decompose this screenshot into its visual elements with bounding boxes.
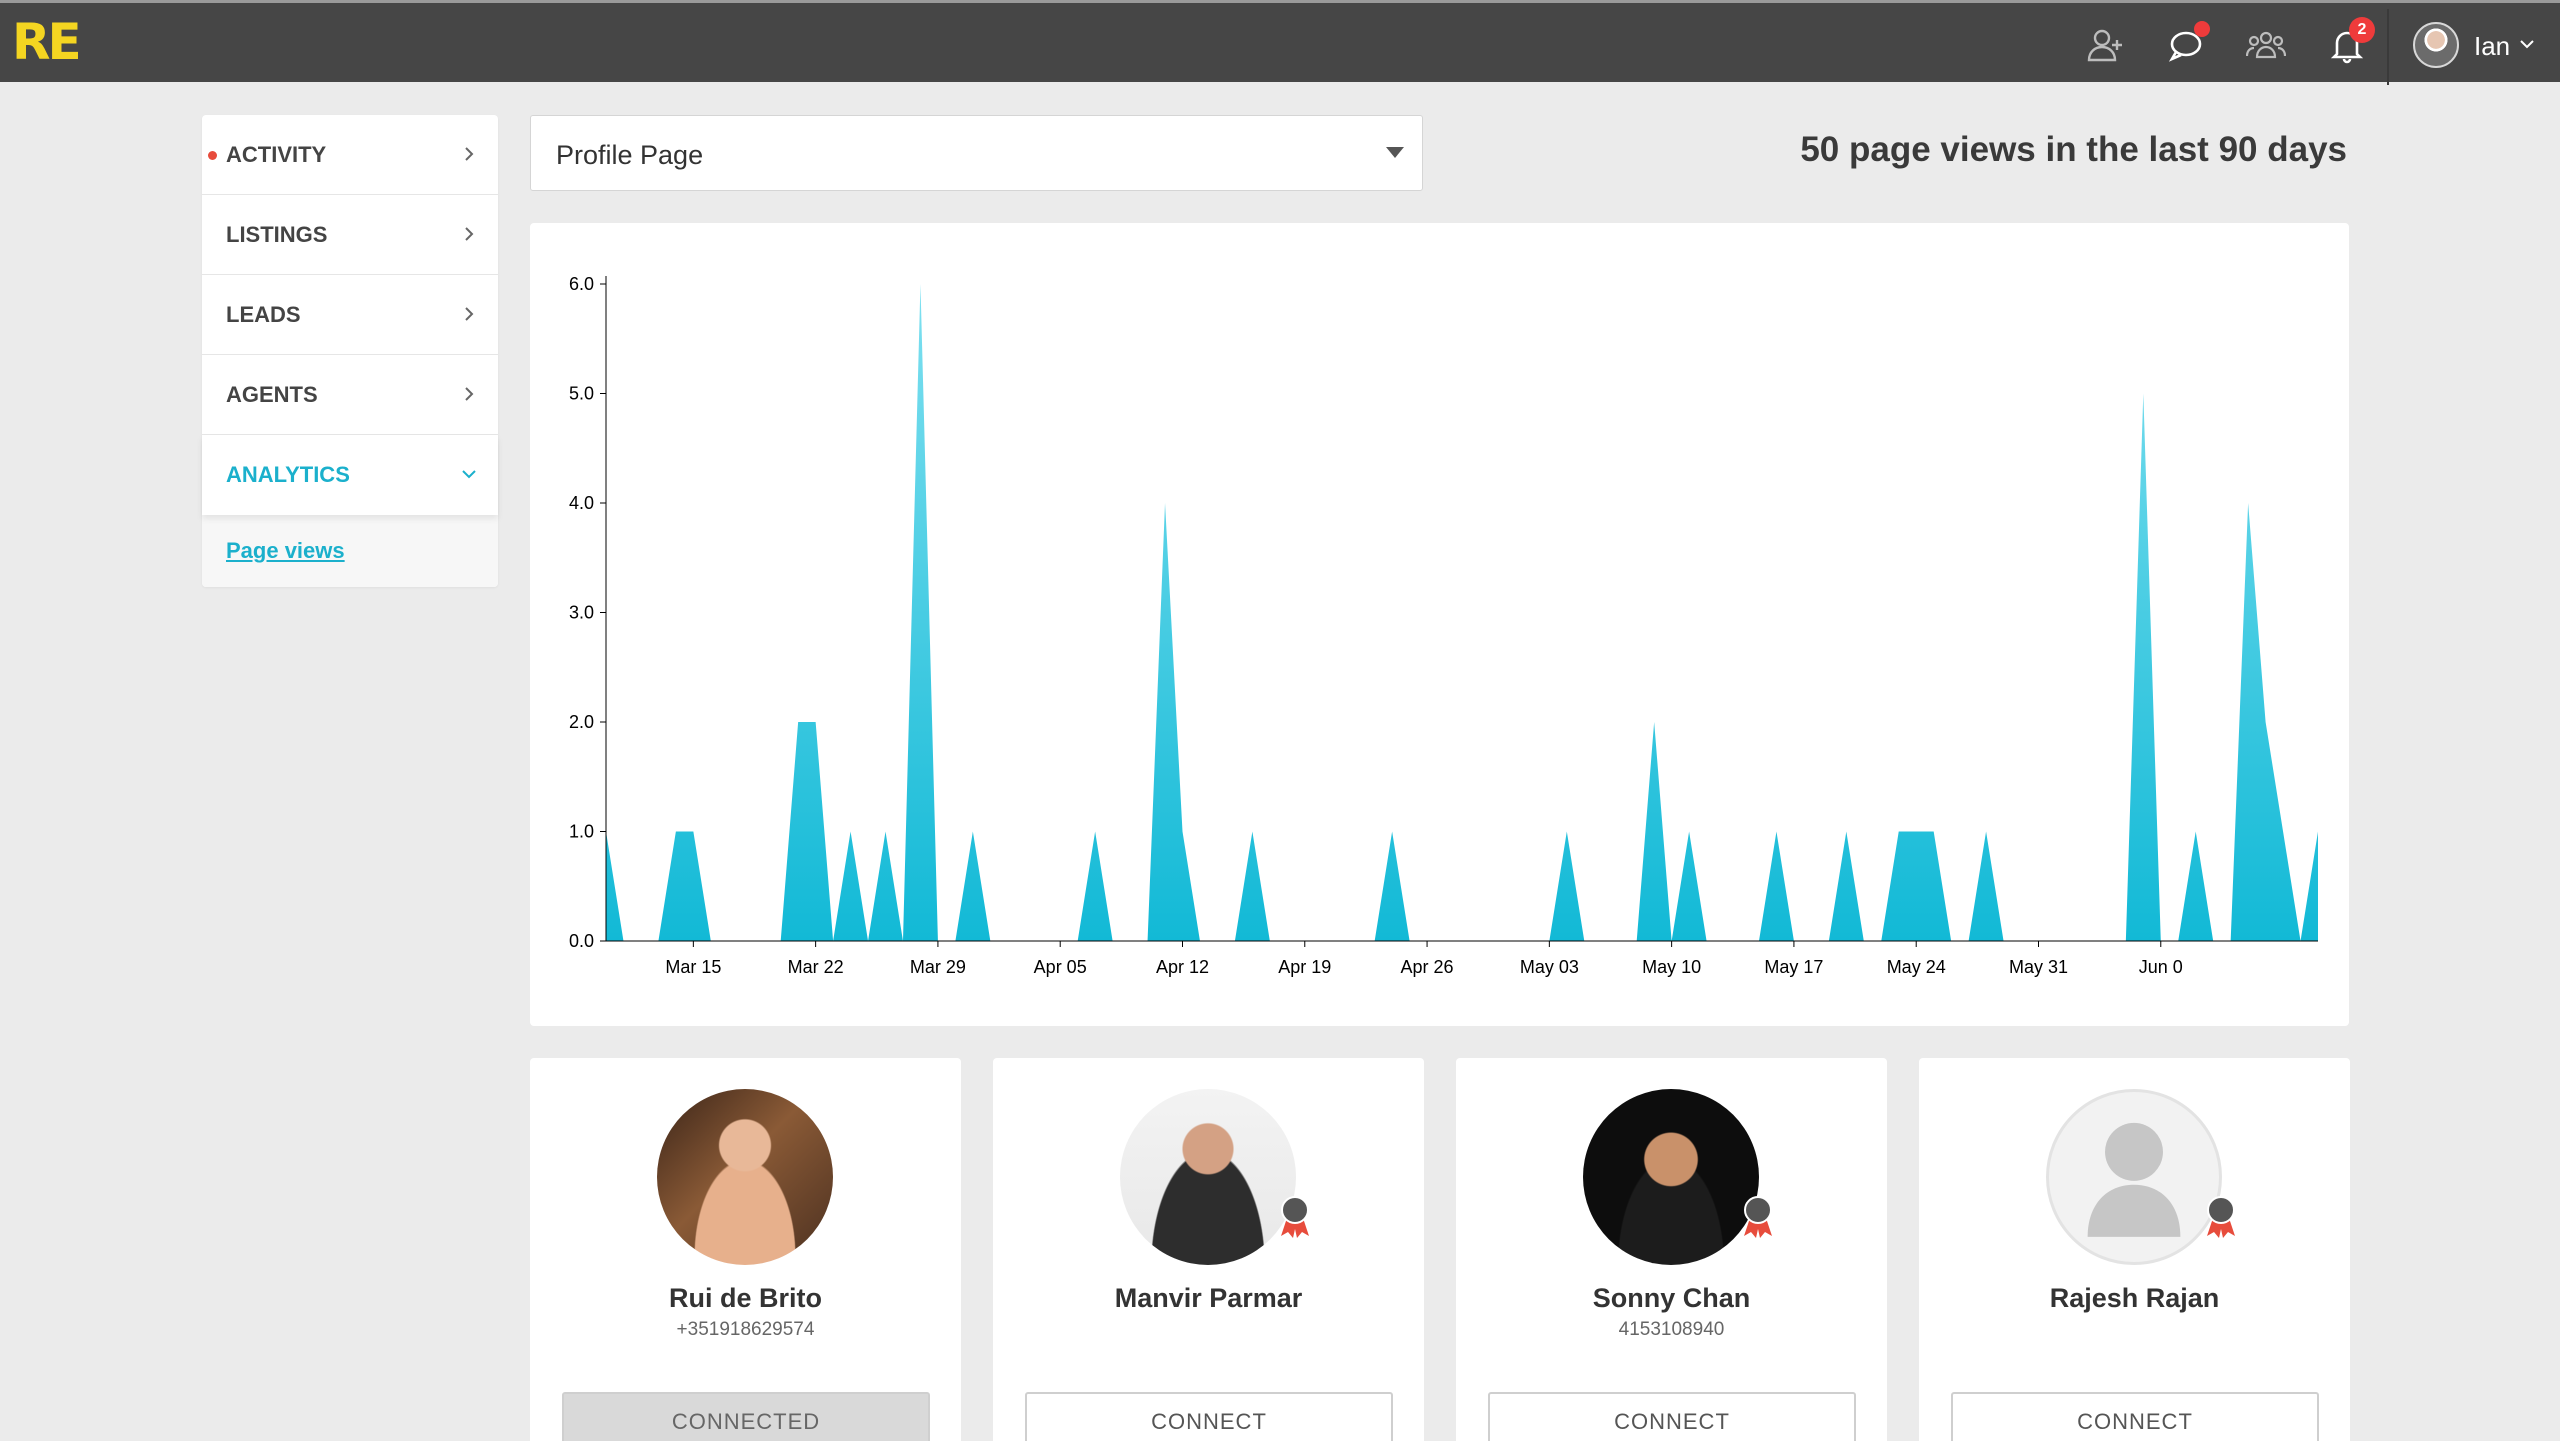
agent-photo [657,1089,833,1265]
x-tick-label: Jun 0 [2139,957,2183,977]
sidebar-item-listings[interactable]: LISTINGS [202,195,498,275]
sidebar-item-label: ACTIVITY [226,141,327,167]
x-tick-label: Apr 19 [1278,957,1331,977]
y-tick-label: 4.0 [569,493,594,513]
topbar-divider [2387,9,2389,85]
agent-name: Manvir Parmar [1114,1283,1303,1313]
y-tick-label: 1.0 [569,822,594,842]
agent-card: Rui de Brito +351918629574 CONNECTED [530,1058,961,1441]
connect-button[interactable]: CONNECT [1488,1392,1856,1441]
user-name[interactable]: Ian [2474,31,2511,61]
sidebar-item-leads[interactable]: LEADS [202,275,498,355]
award-badge-icon [1744,1196,1772,1238]
agent-card: Manvir Parmar CONNECT [993,1058,1424,1441]
chat-unread-dot [2194,21,2210,37]
x-tick-label: Mar 22 [788,957,844,977]
agent-photo-placeholder [2046,1089,2222,1265]
award-badge-icon [2207,1196,2235,1238]
connect-button[interactable]: CONNECT [1025,1392,1393,1441]
y-tick-label: 6.0 [569,274,594,294]
x-tick-label: Apr 26 [1401,957,1454,977]
user-avatar[interactable] [2413,22,2459,68]
chat-icon[interactable] [2164,21,2210,67]
agent-phone: 4153108940 [1618,1319,1725,1340]
x-tick-label: Apr 05 [1034,957,1087,977]
agent-photo [1120,1089,1296,1265]
page-type-select[interactable]: Profile Page [530,115,1423,191]
agent-card: Sonny Chan 4153108940 CONNECT [1456,1058,1887,1441]
sidebar-subitem-page-views[interactable]: Page views [202,515,498,587]
x-tick-label: Apr 12 [1156,957,1209,977]
activity-unread-dot [208,151,217,160]
chevron-right-icon [465,387,474,401]
sidebar-item-label: AGENTS [226,381,318,407]
caret-down-icon [1386,147,1404,158]
connected-button[interactable]: CONNECTED [562,1392,930,1441]
select-value: Profile Page [556,140,704,170]
x-tick-label: Mar 15 [665,957,721,977]
chevron-down-icon [462,470,476,479]
app-logo[interactable]: RE [12,13,82,71]
sidebar-item-label: ANALYTICS [226,462,350,487]
agent-photo [1583,1089,1759,1265]
top-bar: RE 2 Ian [0,0,2560,85]
sidebar: ACTIVITY LISTINGS LEADS AGENTS ANALYTICS… [202,115,498,587]
chevron-right-icon [465,307,474,321]
agent-name: Rajesh Rajan [2049,1283,2220,1313]
chevron-right-icon [465,147,474,161]
y-tick-label: 2.0 [569,712,594,732]
x-tick-label: May 03 [1520,957,1579,977]
add-user-icon[interactable] [2084,23,2128,67]
sidebar-item-activity[interactable]: ACTIVITY [202,115,498,195]
x-tick-label: Mar 29 [910,957,966,977]
bell-icon[interactable]: 2 [2325,17,2375,67]
y-tick-label: 0.0 [569,931,594,951]
x-tick-label: May 24 [1887,957,1946,977]
sidebar-item-analytics[interactable]: ANALYTICS [202,435,498,515]
agent-name: Sonny Chan [1592,1283,1751,1313]
page-views-area [606,284,2318,941]
award-badge-icon [1281,1196,1309,1238]
chevron-right-icon [465,227,474,241]
connect-button[interactable]: CONNECT [1951,1392,2319,1441]
agent-phone: +351918629574 [676,1319,815,1340]
agent-card: Rajesh Rajan CONNECT [1919,1058,2350,1441]
x-tick-label: May 31 [2009,957,2068,977]
sidebar-item-label: LEADS [226,301,301,327]
chevron-down-icon[interactable] [2516,33,2538,55]
x-tick-label: May 17 [1764,957,1823,977]
x-tick-label: May 10 [1642,957,1701,977]
sidebar-item-label: LISTINGS [226,221,328,247]
chart-card: 0.0 1.0 2.0 3.0 4.0 5.0 6.0 Mar 15 Mar 22 Mar 29 A… [530,223,2349,1026]
agent-name: Rui de Brito [669,1283,822,1313]
notification-badge: 2 [2349,17,2375,43]
page-views-summary: 50 page views in the last 90 days [1800,130,2347,169]
page-views-chart: 0.0 1.0 2.0 3.0 4.0 5.0 6.0 Mar 15 Mar 22 Mar 29 A… [569,274,2318,977]
y-tick-label: 5.0 [569,384,594,404]
y-tick-label: 3.0 [569,603,594,623]
sidebar-item-agents[interactable]: AGENTS [202,355,498,435]
group-icon[interactable] [2244,23,2288,67]
